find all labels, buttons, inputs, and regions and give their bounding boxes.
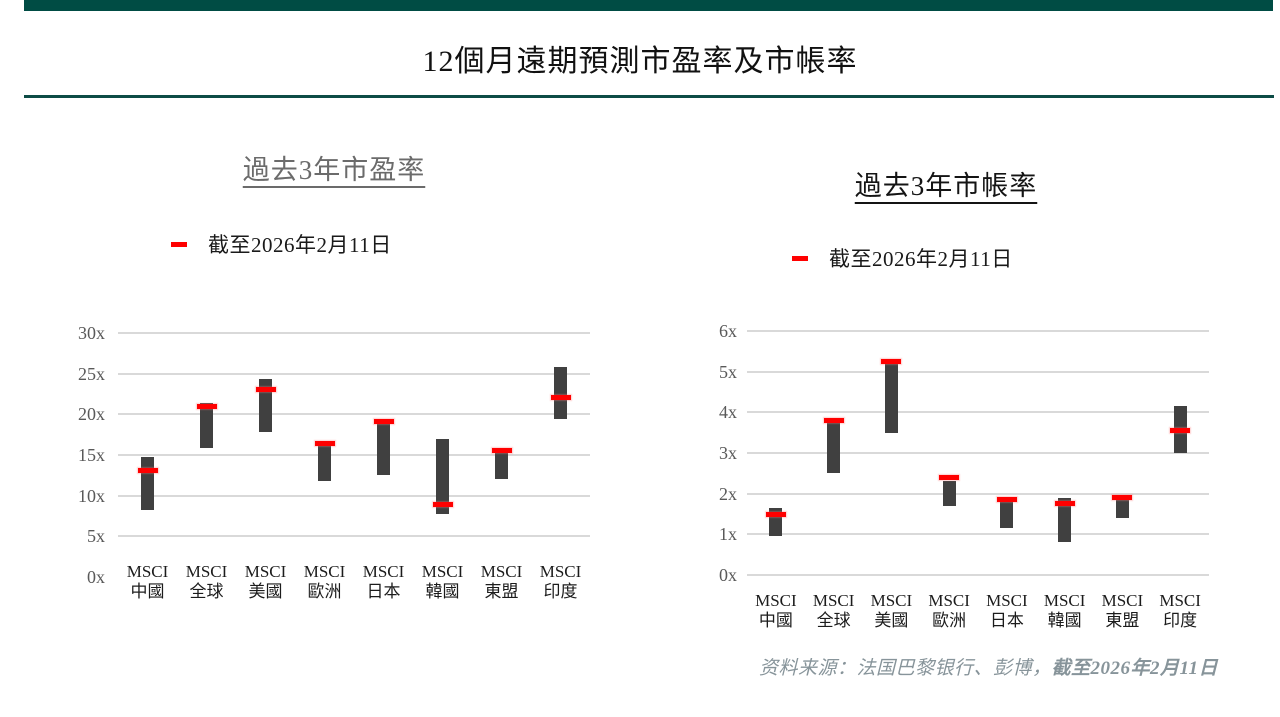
current-value-marker xyxy=(765,511,786,517)
category-label: MSCI 東盟 xyxy=(480,562,523,601)
gridline xyxy=(747,330,1209,332)
current-value-marker xyxy=(314,441,335,447)
range-bar xyxy=(318,444,331,482)
gridline xyxy=(118,332,590,334)
current-value-marker xyxy=(1170,428,1191,434)
current-value-marker xyxy=(137,467,158,473)
current-value-marker xyxy=(432,502,453,508)
range-bar xyxy=(495,452,508,480)
y-axis-tick-label: 3x xyxy=(719,443,737,463)
range-bar xyxy=(942,481,956,506)
gridline xyxy=(118,454,590,456)
y-axis-tick-label: 1x xyxy=(719,524,737,545)
y-axis-tick-label: 6x xyxy=(719,321,737,341)
y-axis-tick-label: 5x xyxy=(719,361,737,382)
gridline xyxy=(118,494,590,497)
gridline xyxy=(118,535,590,538)
source-note-prefix: 资料来源：法国巴黎银行、彭博， xyxy=(759,658,1052,679)
range-bar xyxy=(884,363,898,433)
y-axis-tick-label: 15x xyxy=(78,445,105,465)
gridline xyxy=(747,533,1209,536)
pb-chart-title: 過去3年市帳率 xyxy=(854,171,1038,201)
gridline xyxy=(747,574,1209,576)
category-label: MSCI 中國 xyxy=(755,591,797,630)
gridline xyxy=(747,452,1209,454)
category-label: MSCI 韓國 xyxy=(1043,591,1086,630)
current-value-marker xyxy=(996,497,1017,503)
range-bar xyxy=(769,507,783,537)
current-value-marker xyxy=(255,387,276,393)
y-axis-tick-label: 0x xyxy=(87,567,105,587)
range-bar xyxy=(436,438,449,514)
range-bar xyxy=(1000,501,1014,529)
current-value-marker xyxy=(823,417,844,423)
current-value-marker xyxy=(1054,501,1075,507)
legend-label: 截至2026年2月11日 xyxy=(208,233,392,257)
range-bar xyxy=(827,422,841,474)
legend-marker-icon xyxy=(792,255,808,261)
pe-chart-legend: 截至2026年2月11日 xyxy=(171,230,392,258)
category-label: MSCI 韓國 xyxy=(421,562,464,601)
title-separator-line xyxy=(24,95,1274,98)
category-label: MSCI 歐洲 xyxy=(928,591,970,630)
gridline xyxy=(118,413,590,416)
category-label: MSCI 美國 xyxy=(870,591,913,630)
range-bar xyxy=(141,457,154,511)
range-bar xyxy=(259,379,272,433)
y-axis-tick-label: 25x xyxy=(78,363,105,384)
range-bar xyxy=(1173,406,1187,453)
range-bar xyxy=(377,423,390,475)
category-label: MSCI 日本 xyxy=(362,562,405,601)
current-value-marker xyxy=(881,359,902,364)
current-value-marker xyxy=(373,419,394,425)
category-label: MSCI 印度 xyxy=(1159,591,1201,630)
current-value-marker xyxy=(1112,495,1133,501)
category-label: MSCI 東盟 xyxy=(1101,591,1144,630)
range-bar xyxy=(554,367,567,420)
category-label: MSCI 日本 xyxy=(986,591,1028,630)
current-value-marker xyxy=(550,394,571,400)
gridline xyxy=(747,370,1209,373)
source-note-date: 截至2026年2月11日 xyxy=(1051,658,1218,679)
gridline xyxy=(747,492,1209,495)
range-bar xyxy=(200,402,213,449)
gridline xyxy=(747,411,1209,414)
category-label: MSCI 美國 xyxy=(244,562,287,601)
pb-chart-legend: 截至2026年2月11日 xyxy=(792,244,1013,272)
category-label: MSCI 全球 xyxy=(812,591,855,630)
source-note: 资料来源：法国巴黎银行、彭博，截至2026年2月11日 xyxy=(759,653,1218,680)
y-axis-tick-label: 20x xyxy=(78,404,105,425)
category-label: MSCI 中國 xyxy=(126,562,169,601)
y-axis-tick-label: 10x xyxy=(78,485,105,506)
category-label: MSCI 印度 xyxy=(539,562,582,601)
page-title: 12個月遠期預測市盈率及市帳率 xyxy=(422,45,858,78)
top-accent-bar xyxy=(24,0,1273,11)
current-value-marker xyxy=(939,474,960,480)
legend-label: 截至2026年2月11日 xyxy=(829,247,1013,271)
current-value-marker xyxy=(196,403,217,409)
category-label: MSCI 歐洲 xyxy=(303,562,346,601)
legend-marker-icon xyxy=(171,241,187,247)
pe-chart-title: 過去3年市盈率 xyxy=(242,155,426,185)
y-axis-tick-label: 0x xyxy=(719,565,737,585)
gridline xyxy=(118,372,590,375)
y-axis-tick-label: 30x xyxy=(78,323,105,343)
y-axis-tick-label: 5x xyxy=(87,526,105,547)
category-label: MSCI 全球 xyxy=(185,562,228,601)
range-bar xyxy=(1058,497,1072,543)
current-value-marker xyxy=(491,448,512,454)
y-axis-tick-label: 4x xyxy=(719,402,737,423)
range-bar xyxy=(1115,499,1129,519)
y-axis-tick-label: 2x xyxy=(719,483,737,504)
